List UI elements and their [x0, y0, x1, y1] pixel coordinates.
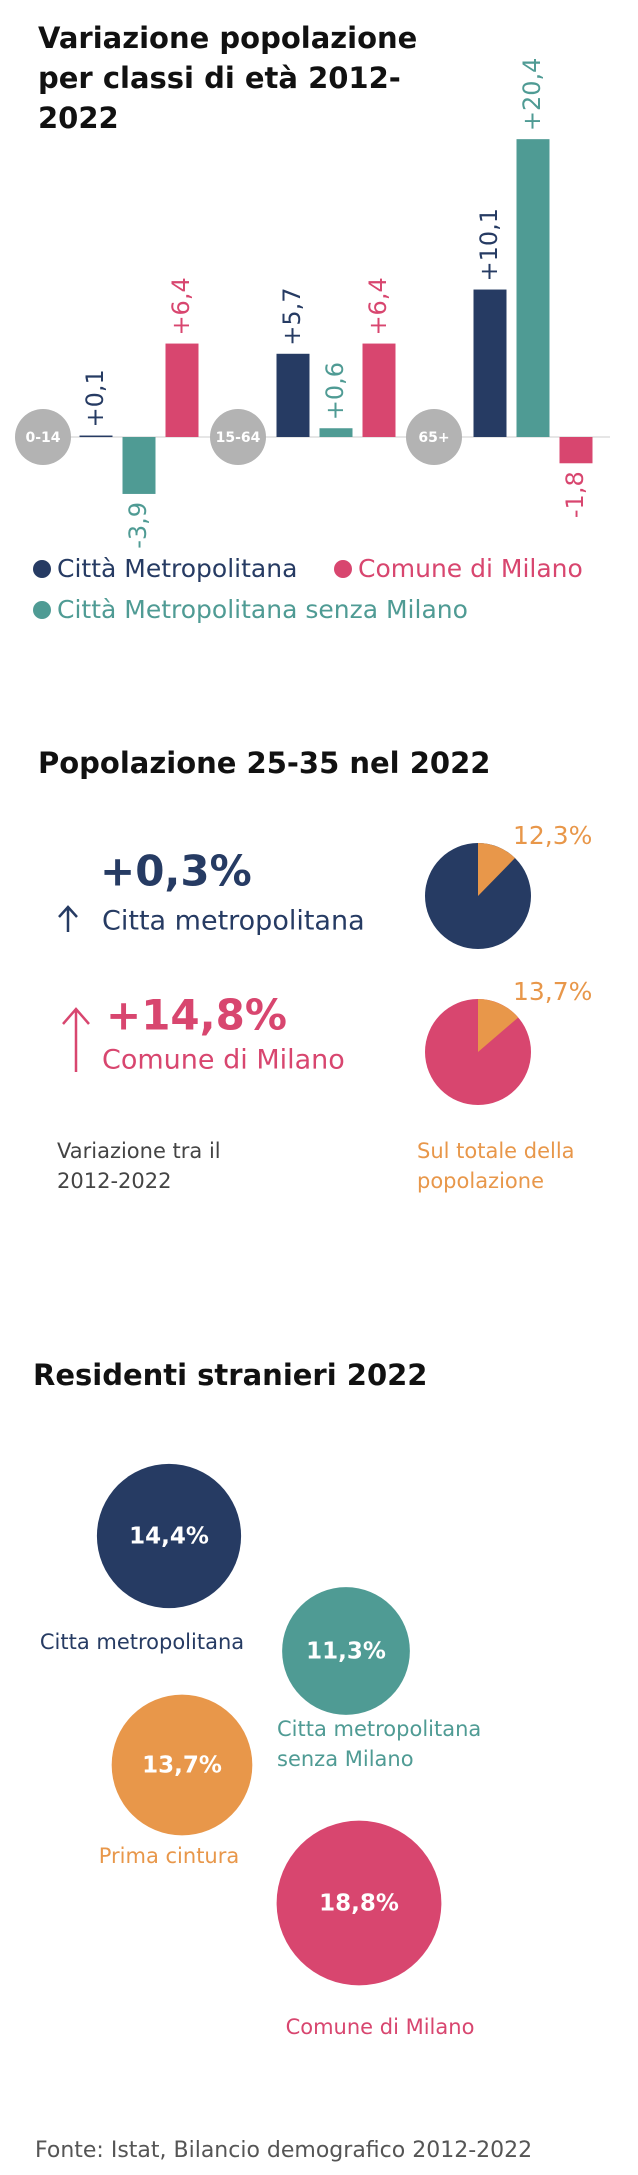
bubble-value: 14,4%	[129, 1524, 209, 1550]
category-badge	[406, 409, 462, 465]
chart-title: Popolazione 25-35 nel 2022	[38, 746, 491, 780]
arrow-up	[62, 1007, 90, 1072]
change-note: Variazione tra il 2012-2022	[57, 1139, 221, 1193]
bubble-value: 18,8%	[319, 1891, 399, 1917]
change-label: +0,3%	[100, 847, 252, 896]
value-label: +6,4	[364, 277, 392, 335]
bar	[559, 437, 593, 464]
value-label: +5,7	[278, 287, 306, 345]
bar	[165, 343, 199, 437]
bubble-label: Citta metropolitana senza Milano	[277, 1717, 481, 1771]
bubble-label: Prima cintura	[99, 1844, 240, 1868]
bubble	[96, 1463, 242, 1609]
bar	[122, 437, 156, 494]
category-label: Comune di Milano	[102, 1045, 345, 1076]
bar	[516, 139, 550, 437]
legend-label: Città Metropolitana senza Milano	[57, 595, 468, 624]
bubble-value: 13,7%	[142, 1753, 222, 1779]
legend-marker	[33, 560, 51, 578]
bubble-label: Comune di Milano	[286, 2015, 475, 2039]
bar	[79, 435, 113, 438]
bubble	[111, 1694, 253, 1836]
bubble-value: 11,3%	[306, 1639, 386, 1665]
x-tick-label: 65+	[418, 430, 449, 446]
share-label: 13,7%	[513, 977, 592, 1006]
category-label: Citta metropolitana	[102, 906, 365, 937]
share-note: Sul totale della popolazione	[417, 1139, 575, 1193]
chart-title: Variazione popolazione per classi di età…	[38, 21, 418, 135]
legend-marker	[33, 601, 51, 619]
share-label: 12,3%	[513, 821, 592, 850]
bar	[319, 428, 353, 437]
value-label: +0,1	[81, 369, 109, 427]
change-label: +14,8%	[106, 991, 287, 1040]
chart-title: Residenti stranieri 2022	[33, 1358, 428, 1392]
x-tick-label: 0-14	[25, 430, 60, 446]
pie-slice	[478, 999, 519, 1052]
bubble-label: Citta metropolitana	[40, 1630, 244, 1654]
value-label: +0,6	[321, 362, 349, 420]
x-tick-label: 15-64	[216, 430, 261, 446]
category-badge	[15, 409, 71, 465]
bubble	[282, 1587, 410, 1715]
legend-label: Città Metropolitana	[57, 554, 297, 583]
value-label: -1,8	[561, 471, 589, 518]
legend-marker	[334, 560, 352, 578]
value-label: +20,4	[518, 58, 546, 132]
source: Fonte: Istat, Bilancio demografico 2012-…	[35, 2138, 533, 2163]
value-label: -3,9	[124, 502, 152, 549]
value-label: +10,1	[475, 208, 503, 282]
value-label: +6,4	[167, 277, 195, 335]
bar	[276, 353, 310, 437]
bar	[362, 343, 396, 437]
bubble	[276, 1820, 442, 1986]
legend-label: Comune di Milano	[358, 554, 583, 583]
bar	[473, 289, 507, 437]
pie-slice	[478, 843, 516, 896]
arrow-up	[58, 905, 78, 932]
category-badge	[210, 409, 266, 465]
